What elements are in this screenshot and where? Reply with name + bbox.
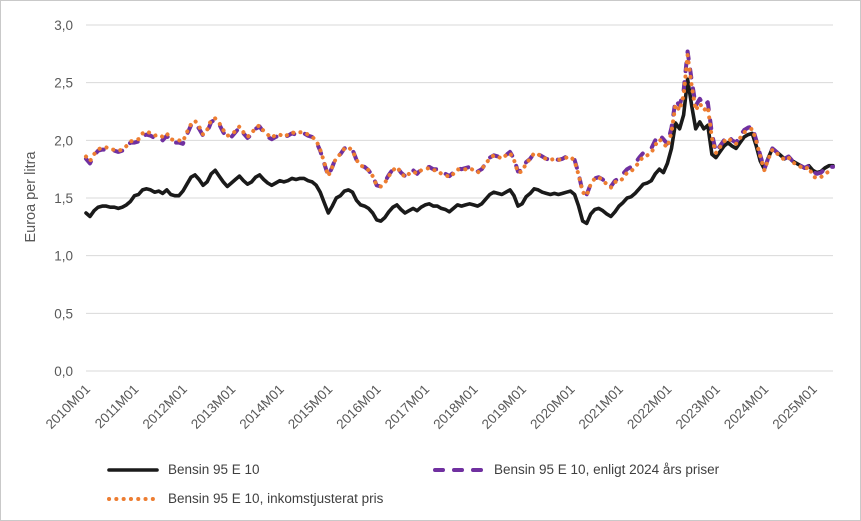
x-tick-label: 2021M01 bbox=[576, 382, 626, 432]
y-axis-title: Euroa per litra bbox=[23, 151, 39, 243]
y-tick-label: 1,0 bbox=[54, 249, 73, 264]
x-tick-label: 2019M01 bbox=[479, 382, 529, 432]
x-tick-label: 2010M01 bbox=[43, 382, 93, 432]
x-tick-label: 2018M01 bbox=[430, 382, 480, 432]
price-line-chart: 0,0 0,5 1,0 1,5 2,0 2,5 3,0 2010M012011M012012M… bbox=[43, 18, 835, 432]
legend-line-dotted bbox=[107, 496, 159, 501]
x-tick-label: 2020M01 bbox=[527, 382, 577, 432]
legend-item-2024-prices: Bensin 95 E 10, enligt 2024 års priser bbox=[433, 462, 719, 477]
y-tick-label: 2,0 bbox=[54, 133, 73, 148]
y-tick-label: 0,0 bbox=[54, 364, 73, 379]
x-tick-label: 2013M01 bbox=[188, 382, 238, 432]
y-tick-label: 3,0 bbox=[54, 18, 73, 33]
x-tick-label: 2012M01 bbox=[140, 382, 190, 432]
legend-label-income-adjusted: Bensin 95 E 10, inkomstjusterat pris bbox=[168, 491, 384, 506]
y-tick-label: 0,5 bbox=[54, 306, 73, 321]
legend-line-solid bbox=[107, 467, 159, 472]
x-tick-label: 2015M01 bbox=[285, 382, 335, 432]
series-line-1 bbox=[84, 49, 835, 197]
x-tick-label: 2023M01 bbox=[673, 382, 723, 432]
x-tick-label: 2024M01 bbox=[721, 382, 771, 432]
y-tick-label: 2,5 bbox=[54, 76, 73, 91]
x-tick-label: 2022M01 bbox=[624, 382, 674, 432]
x-tick-label: 2025M01 bbox=[770, 382, 820, 432]
y-tick-label: 1,5 bbox=[54, 191, 73, 206]
x-tick-label: 2016M01 bbox=[333, 382, 383, 432]
legend-label-nominal: Bensin 95 E 10 bbox=[168, 462, 260, 477]
legend-item-nominal: Bensin 95 E 10 bbox=[107, 462, 260, 477]
x-tick-label: 2014M01 bbox=[237, 382, 287, 432]
legend-line-dashed bbox=[433, 467, 485, 472]
x-tick-label: 2017M01 bbox=[382, 382, 432, 432]
series-line-0 bbox=[84, 77, 835, 226]
series-line-2 bbox=[84, 53, 835, 198]
legend-label-2024-prices: Bensin 95 E 10, enligt 2024 års priser bbox=[494, 462, 720, 477]
legend-item-income-adjusted: Bensin 95 E 10, inkomstjusterat pris bbox=[107, 491, 383, 506]
x-tick-label: 2011M01 bbox=[92, 382, 142, 432]
